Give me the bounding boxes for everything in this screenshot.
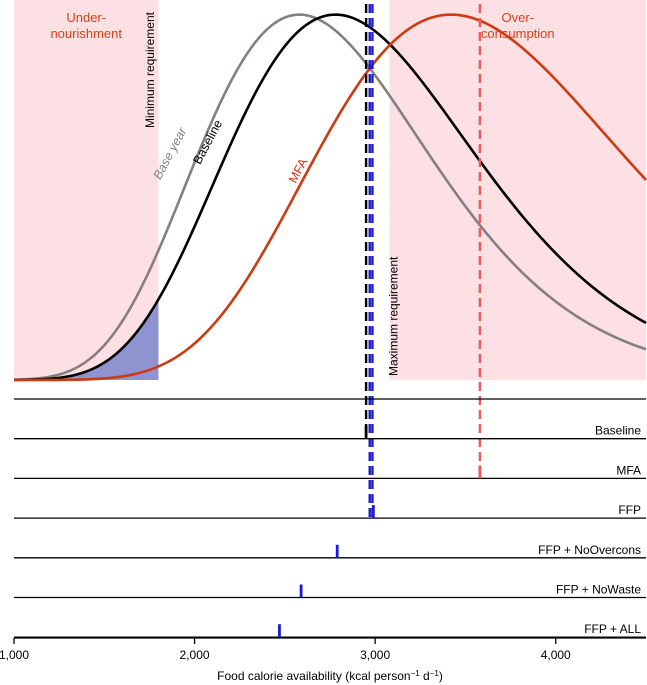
curves-layer [13,13,647,382]
x-axis-label-part: d [420,669,430,683]
overconsumption-region [389,0,646,380]
base-year-curve [13,13,647,382]
x-axis-label-exponent: −1 [430,669,440,678]
track-label: FFP [618,503,641,517]
undernourishment-label: Under-nourishment [50,10,122,41]
x-tick-label: 3,000 [360,648,390,662]
baseline-curve [13,13,647,382]
track-label: FFP + NoOvercons [538,543,641,557]
baseline-label: Baseline [190,118,225,167]
track-label: MFA [616,463,641,477]
undernourishment-label-line: Under- [66,10,106,25]
mfa-curve [14,13,647,382]
track-label: FFP + ALL [584,622,641,636]
undernourishment-region [14,0,159,380]
overconsumption-label-line: Over- [502,10,535,25]
x-tick-label: 1,000 [0,648,29,662]
shaded-area [14,299,159,380]
track-label: Baseline [595,424,641,438]
track-label: FFP + NoWaste [556,583,641,597]
shaded-area-layer [14,299,159,380]
x-axis: 1,000 2,000 3,000 4,000 Food calorie availab… [0,637,646,684]
x-axis-label-part: ) [439,669,443,683]
x-axis-label-exponent: −1 [411,669,421,678]
tracks-layer: Baseline MFA FFP FFP + NoOvercons FFP + NoWa… [14,398,646,638]
x-axis-label: Food calorie availability (kcal person−1… [217,669,443,684]
undernourishment-label-line: nourishment [50,26,122,41]
overconsumption-label-line: consumption [481,26,555,41]
maximum-requirement-label: Maximum requirement [387,256,401,376]
x-tick-label: 2,000 [180,648,210,662]
x-tick-label: 4,000 [541,648,571,662]
regions-layer: Under-nourishment Over-consumption [14,0,646,380]
minimum-requirement-label: Minimum requirement [143,11,157,128]
x-axis-label-part: Food calorie availability (kcal person [217,669,410,683]
